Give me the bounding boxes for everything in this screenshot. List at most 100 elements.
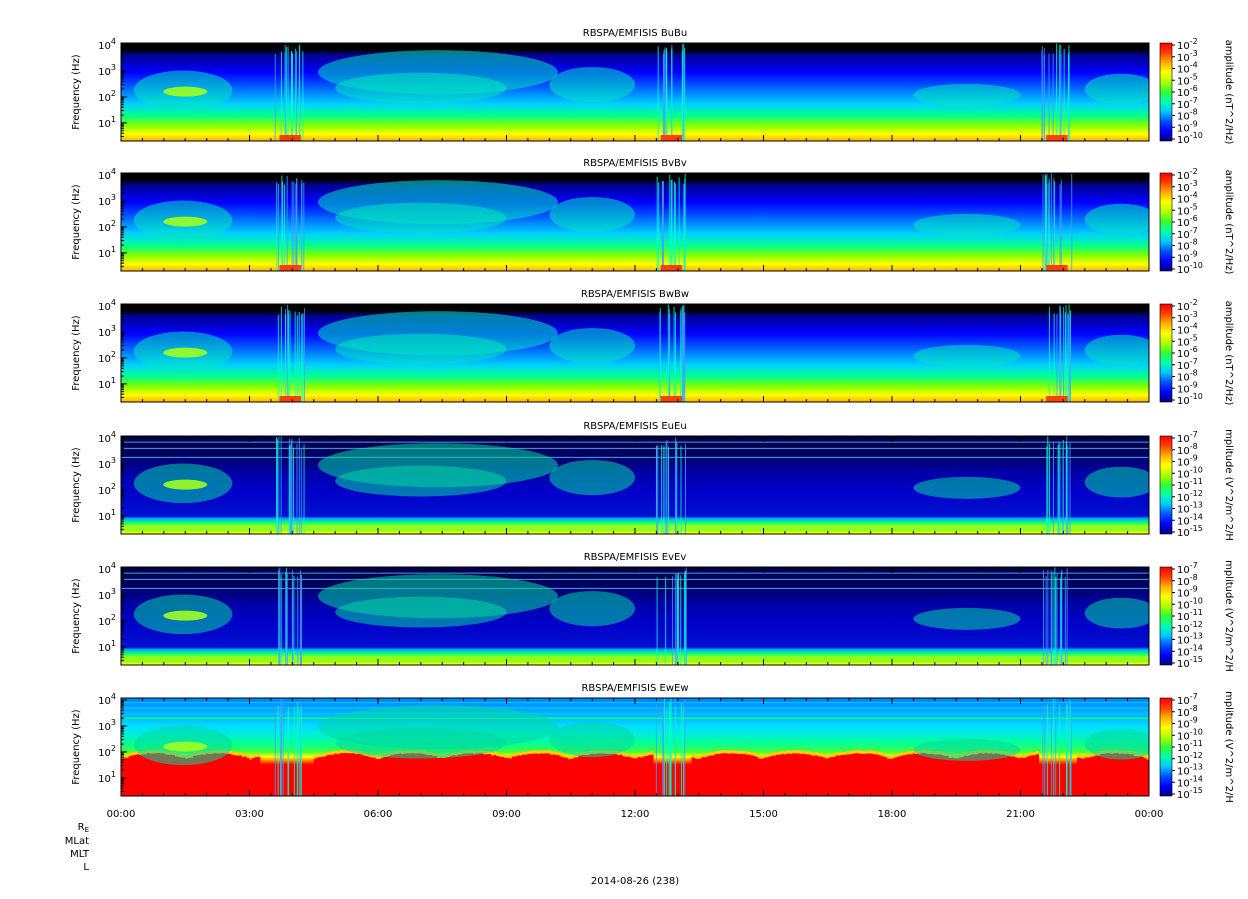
colorbar-tick-label-base: 10: [1177, 76, 1190, 87]
spectral-column: [236, 755, 240, 796]
spectral-column: [622, 756, 626, 796]
colorbar-tick-label: 10-2: [1177, 167, 1198, 182]
spectral-column: [1141, 756, 1145, 796]
spectral-column-edge: [126, 754, 130, 758]
spectral-column: [321, 756, 325, 796]
spectral-column-edge: [131, 752, 135, 756]
y-tick-label-exp: 2: [111, 350, 116, 359]
colorbar-tick-label-exp: -3: [1190, 310, 1198, 319]
y-tick-label-base: 10: [98, 119, 111, 130]
spectral-column-edge: [784, 751, 788, 755]
spectral-column: [393, 754, 397, 796]
spectral-column: [691, 757, 695, 796]
colorbar-tick-label: 10-9: [1177, 380, 1198, 395]
spectral-column: [187, 757, 191, 796]
spectral-column: [940, 755, 944, 796]
y-axis-label: Frequency (Hz): [71, 447, 82, 523]
spectral-column: [963, 755, 968, 796]
colorbar-tick-label-exp: -7: [1190, 226, 1198, 235]
spectral-column: [784, 754, 788, 796]
spectral-column: [388, 755, 392, 796]
perigee-low-freq: [1046, 265, 1068, 271]
spectral-column-edge: [555, 751, 559, 755]
spectral-column-edge: [848, 751, 852, 755]
spectral-column-edge: [863, 750, 867, 754]
spectral-column: [694, 758, 698, 796]
spectral-column: [534, 753, 538, 796]
spectral-column: [190, 757, 194, 796]
colorbar-tick-label-exp: -8: [1190, 704, 1198, 713]
colorbar-tick-label-base: 10: [1177, 88, 1190, 99]
spectral-column: [537, 753, 541, 796]
spectral-column: [645, 755, 649, 796]
spectral-column: [1002, 754, 1006, 796]
colorbar: [1159, 435, 1173, 535]
spectral-column-edge: [498, 753, 502, 757]
spectral-column: [904, 754, 909, 796]
spectral-column: [156, 752, 161, 796]
spectral-column-edge: [701, 753, 705, 757]
spectral-column-edge: [874, 751, 878, 755]
colorbar-tick-label-base: 10: [1177, 337, 1190, 348]
spectral-column: [889, 758, 893, 796]
spectral-column: [1005, 755, 1009, 796]
y-tick-label-base: 10: [98, 434, 111, 445]
y-tick-label: 104: [98, 298, 116, 313]
spectral-column: [999, 754, 1004, 796]
spectral-column: [514, 756, 518, 796]
y-tick-label-exp: 1: [111, 115, 116, 124]
emission-patch: [913, 213, 1021, 236]
spectral-column: [876, 754, 880, 796]
spectrogram: [121, 567, 1149, 665]
spectral-column: [496, 755, 500, 796]
spectral-column: [786, 753, 790, 796]
spectral-column: [712, 755, 716, 796]
colorbar-tick-label-exp: -11: [1190, 477, 1203, 486]
emission-patch: [335, 465, 507, 497]
spectral-column: [365, 755, 369, 796]
spectral-column-edge: [892, 755, 896, 759]
spectral-column-edge: [547, 750, 551, 754]
y-tick-label: 103: [98, 587, 116, 602]
spectral-column-edge: [699, 755, 703, 759]
spectral-column: [460, 754, 464, 796]
colorbar-tick-label-exp: -6: [1190, 214, 1198, 223]
colorbar-tick-label-exp: -10: [1190, 465, 1203, 474]
colorbar-tick-label: 10-5: [1177, 333, 1198, 348]
spectral-column: [182, 757, 186, 796]
colorbar-tick-label: 10-10: [1177, 465, 1203, 480]
y-axis-label: Frequency (Hz): [71, 578, 82, 654]
colorbar-tick-label-base: 10: [1177, 708, 1190, 719]
colorbar-tick-label-base: 10: [1177, 253, 1190, 264]
spectral-column-edge: [868, 750, 873, 754]
colorbar-tick-label-exp: -10: [1190, 131, 1203, 140]
spectral-column: [853, 753, 857, 796]
spectral-column-edge: [704, 754, 708, 758]
spectral-column: [727, 753, 731, 796]
spectral-column: [593, 753, 598, 796]
spectral-column: [899, 755, 903, 796]
spectral-column: [773, 755, 777, 796]
emission-patch: [549, 196, 636, 233]
spectral-column-edge: [773, 752, 777, 756]
spectral-column: [442, 757, 446, 796]
colorbar-tick-label: 10-14: [1177, 774, 1203, 789]
spectral-column: [809, 755, 813, 796]
spectral-column-edge: [123, 754, 127, 758]
spectral-column: [832, 756, 837, 796]
x-axis: 00:00 03:00 06:00 09:00 12:00 15:00 18:00 21:00…: [107, 809, 1164, 820]
spectral-column-edge: [899, 752, 903, 756]
y-tick-label-exp: 1: [111, 770, 116, 779]
spectral-column: [1110, 753, 1114, 796]
colorbar-tick-label-exp: -9: [1190, 380, 1198, 389]
y-tick-label-base: 10: [98, 460, 111, 471]
spectral-column: [480, 753, 484, 796]
spectral-column-edge: [814, 752, 819, 756]
spectral-column: [416, 753, 420, 796]
spectral-column-edge: [570, 755, 574, 759]
colorbar-tick-label: 10-12: [1177, 489, 1203, 504]
spectral-column: [439, 757, 443, 796]
spectral-column-edge: [809, 752, 813, 756]
colorbar-label: amplitude (nT^2/Hz): [1223, 301, 1234, 406]
y-tick-label: 104: [98, 37, 116, 52]
